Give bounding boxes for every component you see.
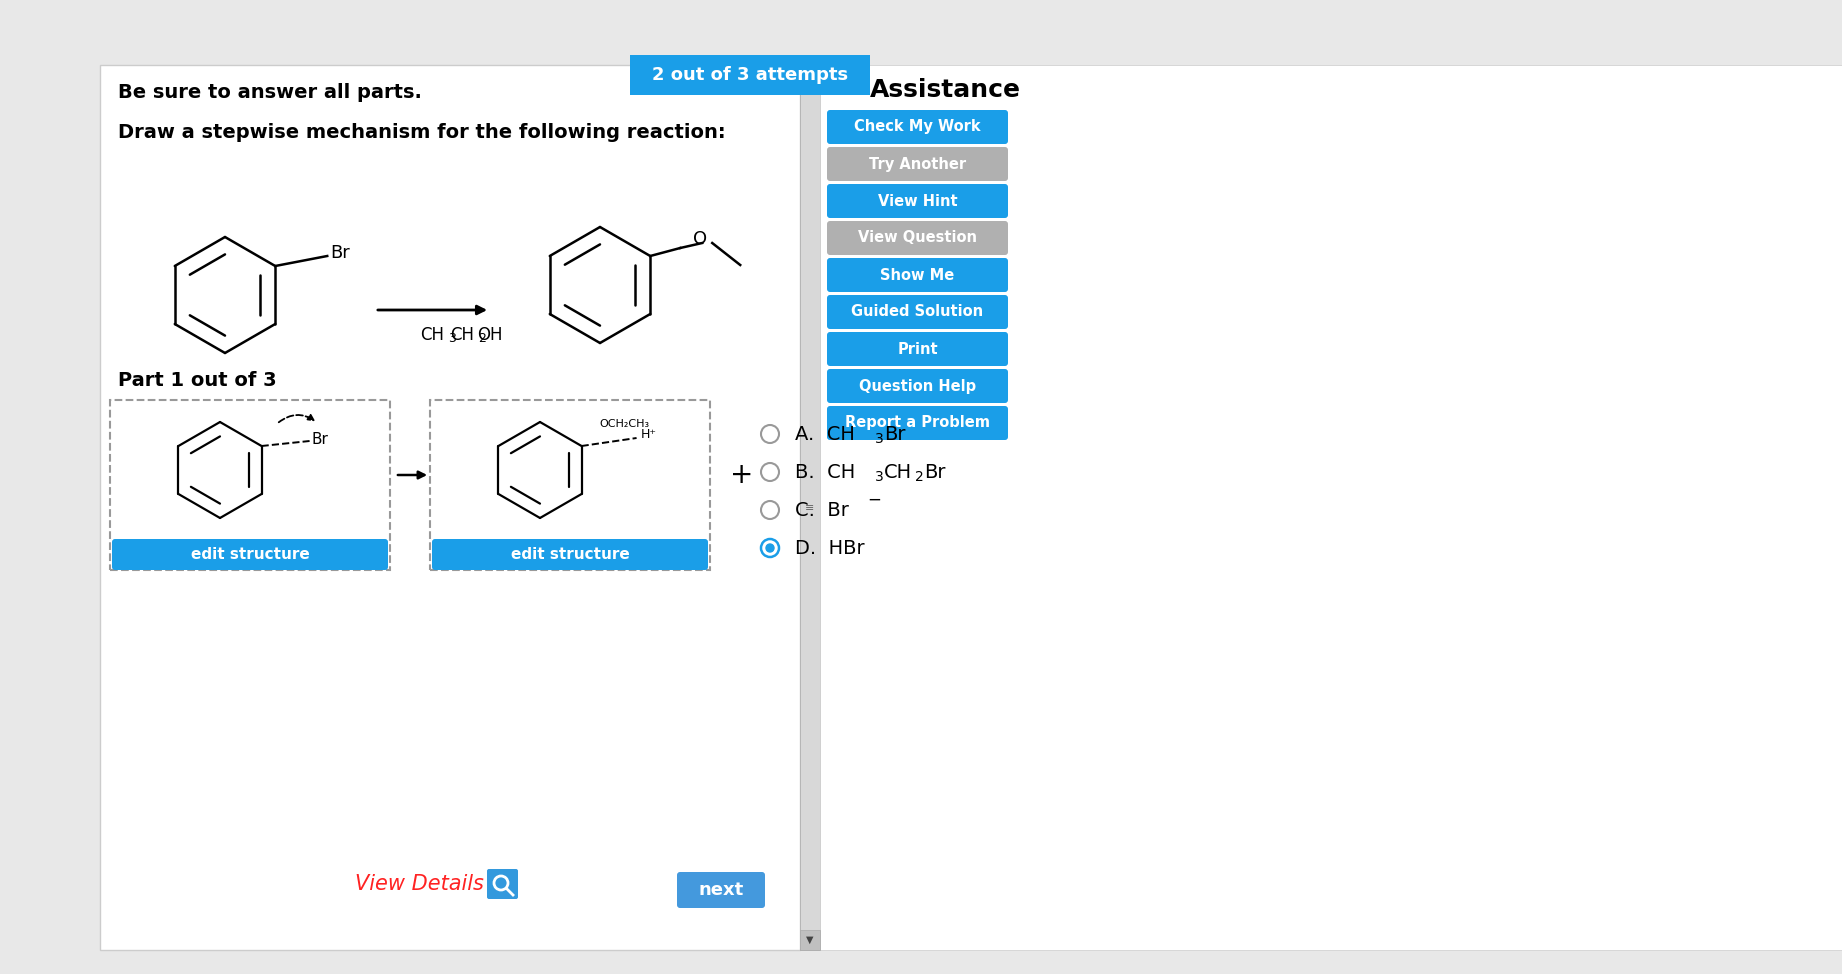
Text: Br: Br (925, 463, 945, 481)
Text: A.  CH: A. CH (796, 425, 855, 443)
Text: O: O (693, 230, 707, 248)
Text: −: − (868, 491, 880, 509)
Text: Draw a stepwise mechanism for the following reaction:: Draw a stepwise mechanism for the follow… (118, 124, 726, 142)
Text: Br: Br (330, 244, 350, 262)
Text: 3: 3 (448, 332, 457, 346)
Text: Question Help: Question Help (858, 379, 976, 393)
FancyBboxPatch shape (827, 110, 1008, 144)
Text: Br: Br (884, 425, 906, 443)
FancyBboxPatch shape (112, 539, 389, 570)
FancyBboxPatch shape (99, 65, 799, 950)
Text: View Hint: View Hint (877, 194, 958, 208)
Text: next: next (698, 881, 744, 899)
FancyBboxPatch shape (429, 400, 709, 570)
FancyBboxPatch shape (827, 221, 1008, 255)
Text: B.  CH: B. CH (796, 463, 855, 481)
Text: OH: OH (477, 326, 503, 344)
FancyBboxPatch shape (827, 147, 1008, 181)
FancyBboxPatch shape (820, 65, 1842, 950)
Text: Part 1 out of 3: Part 1 out of 3 (118, 370, 276, 390)
Text: ▼: ▼ (807, 935, 814, 945)
Text: edit structure: edit structure (510, 547, 630, 562)
FancyBboxPatch shape (630, 55, 869, 95)
FancyBboxPatch shape (827, 406, 1008, 440)
Text: 3: 3 (875, 470, 884, 484)
Text: 2 out of 3 attempts: 2 out of 3 attempts (652, 66, 847, 84)
Text: CH: CH (420, 326, 444, 344)
FancyBboxPatch shape (827, 369, 1008, 403)
Text: 3: 3 (875, 432, 884, 446)
Text: D.  HBr: D. HBr (796, 539, 864, 557)
Text: Br: Br (311, 431, 328, 446)
Text: H⁺: H⁺ (641, 429, 656, 441)
Text: Report a Problem: Report a Problem (845, 416, 989, 431)
FancyBboxPatch shape (799, 930, 820, 950)
FancyBboxPatch shape (111, 400, 391, 570)
Text: Guided Solution: Guided Solution (851, 305, 984, 319)
FancyBboxPatch shape (827, 258, 1008, 292)
Circle shape (766, 544, 774, 552)
FancyBboxPatch shape (827, 184, 1008, 218)
Text: ▲: ▲ (807, 70, 814, 80)
Text: C.  Br: C. Br (796, 501, 849, 519)
Text: +: + (729, 461, 753, 489)
FancyBboxPatch shape (433, 539, 707, 570)
Text: CH: CH (449, 326, 473, 344)
FancyBboxPatch shape (486, 869, 518, 899)
Text: View Details: View Details (356, 874, 484, 894)
Text: Be sure to answer all parts.: Be sure to answer all parts. (118, 83, 422, 101)
Text: 2: 2 (915, 470, 923, 484)
FancyBboxPatch shape (827, 295, 1008, 329)
Text: View Question: View Question (858, 231, 976, 245)
Text: edit structure: edit structure (190, 547, 309, 562)
Text: CH: CH (884, 463, 912, 481)
FancyBboxPatch shape (799, 65, 820, 950)
FancyBboxPatch shape (799, 65, 820, 85)
Text: ≡: ≡ (805, 503, 814, 512)
Text: Print: Print (897, 342, 938, 356)
FancyArrowPatch shape (278, 415, 313, 423)
Text: Show Me: Show Me (880, 268, 954, 282)
Text: Assistance: Assistance (869, 78, 1020, 102)
Text: OCH₂CH₃: OCH₂CH₃ (599, 419, 650, 429)
FancyBboxPatch shape (678, 872, 764, 908)
FancyBboxPatch shape (827, 332, 1008, 366)
Text: Check My Work: Check My Work (855, 120, 980, 134)
Text: Try Another: Try Another (869, 157, 965, 171)
Text: 2: 2 (479, 332, 486, 346)
